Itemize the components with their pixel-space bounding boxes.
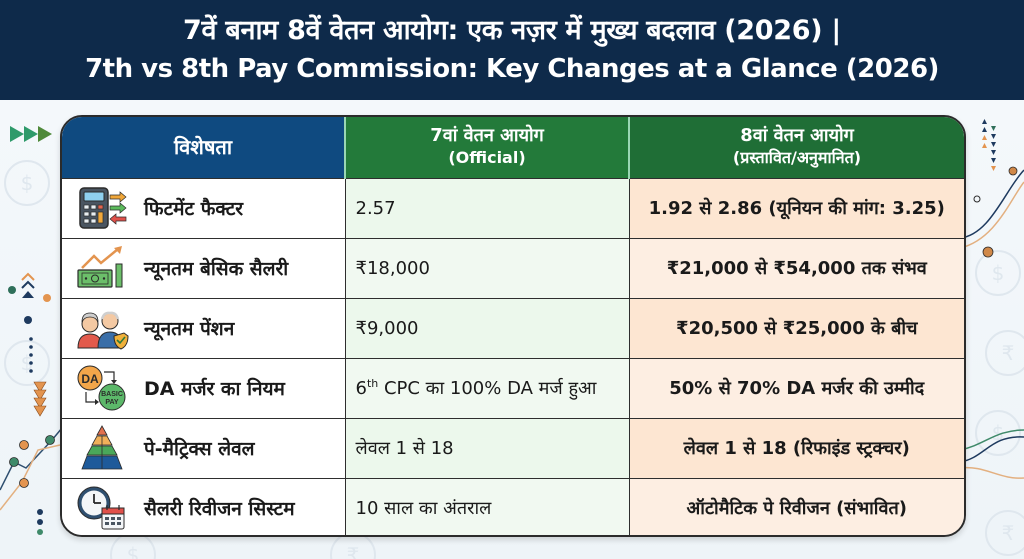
pc7-value: 2.57 [344,177,630,239]
svg-text:DA: DA [81,372,99,386]
pc8-value: 1.92 से 2.86 (यूनियन की मांग: 3.25) [628,177,964,239]
pc7-value: 10 साल का अंतराल [344,477,630,535]
table-row: पे-मैट्रिक्स लेवल लेवल 1 से 18 लेवल 1 से… [62,417,964,479]
right-decoration [960,119,1024,479]
column-header-sublabel: (Official) [448,148,526,168]
feature-cell: न्यूनतम बेसिक सैलरी [62,237,346,299]
column-header-label: 8वां वेतन आयोग [740,125,854,147]
pc7-value: लेवल 1 से 18 [344,417,630,479]
pc8-value: ऑटोमैटिक पे रिवीजन (संभावित) [628,477,964,535]
feature-label: न्यूनतम बेसिक सैलरी [144,258,289,280]
column-header-feature: विशेषता [62,117,346,179]
pc7-value: ₹18,000 [344,237,630,299]
clock-calendar-icon [74,484,130,532]
column-header-sublabel: (प्रस्तावित/अनुमानित) [732,148,862,168]
column-header-7th-pc: 7वां वेतन आयोग (Official) [344,117,630,179]
feature-cell: पे-मैट्रिक्स लेवल [62,417,346,479]
title-english: 7th vs 8th Pay Commission: Key Changes a… [85,54,939,84]
pc8-value: लेवल 1 से 18 (रिफाइंड स्ट्रक्चर) [628,417,964,479]
title-hindi: 7वें बनाम 8वें वेतन आयोग: एक नज़र में मु… [183,15,841,46]
calculator-icon [74,184,130,232]
pc7-value: 6th CPC का 100% DA मर्ज हुआ [344,357,630,419]
salary-growth-icon [74,244,130,292]
coin-icon: $ [975,250,1021,296]
feature-cell: फिटमेंट फैक्टर [62,177,346,239]
column-header-label: 7वां वेतन आयोग [430,125,544,147]
feature-label: पे-मैट्रिक्स लेवल [144,438,255,460]
column-header-8th-pc: 8वां वेतन आयोग (प्रस्तावित/अनुमानित) [628,117,964,179]
feature-cell: न्यूनतम पेंशन [62,297,346,359]
svg-text:PAY: PAY [105,399,119,406]
pc8-value: ₹21,000 से ₹54,000 तक संभव [628,237,964,299]
rupee-coin-icon: ₹ [985,510,1024,556]
feature-label: DA मर्जर का नियम [144,378,285,400]
page-header: 7वें बनाम 8वें वेतन आयोग: एक नज़र में मु… [0,0,1024,100]
pc7-value-number: 6 [355,378,367,399]
left-decoration [0,126,63,535]
coin-icon: $ [4,340,50,386]
table-row: DA BASIC PAY DA मर्जर का नियम [62,357,964,419]
feature-label: न्यूनतम पेंशन [144,318,235,340]
coin-icon: $ [4,160,50,206]
da-merger-icon: DA BASIC PAY [74,364,130,412]
feature-label: फिटमेंट फैक्टर [144,198,244,220]
pc8-value: 50% से 70% DA मर्जर की उम्मीद [628,357,964,419]
pc7-value: ₹9,000 [344,297,630,359]
coin-icon: $ [975,410,1021,456]
svg-text:BASIC: BASIC [101,391,123,398]
feature-cell: सैलरी रिवीजन सिस्टम [62,477,346,535]
pc8-value: ₹20,500 से ₹25,000 के बीच [628,297,964,359]
table-header-row: विशेषता 7वां वेतन आयोग (Official) 8वां व… [62,117,964,179]
feature-cell: DA BASIC PAY DA मर्जर का नियम [62,357,346,419]
table-row: न्यूनतम पेंशन ₹9,000 ₹20,500 से ₹25,000 … [62,297,964,359]
pc7-value-text: CPC का 100% DA मर्ज हुआ [378,378,597,399]
pensioners-icon [74,304,130,352]
comparison-table: विशेषता 7वां वेतन आयोग (Official) 8वां व… [60,115,966,537]
table-row: सैलरी रिवीजन सिस्टम 10 साल का अंतराल ऑटो… [62,477,964,535]
rupee-coin-icon: ₹ [985,330,1024,376]
pyramid-icon [74,424,130,472]
table-row: न्यूनतम बेसिक सैलरी ₹18,000 ₹21,000 से ₹… [62,237,964,299]
column-header-label: विशेषता [173,135,233,160]
table-row: फिटमेंट फैक्टर 2.57 1.92 से 2.86 (यूनियन… [62,177,964,239]
pc7-value-ordinal: th [366,377,379,390]
feature-label: सैलरी रिवीजन सिस्टम [144,498,295,521]
